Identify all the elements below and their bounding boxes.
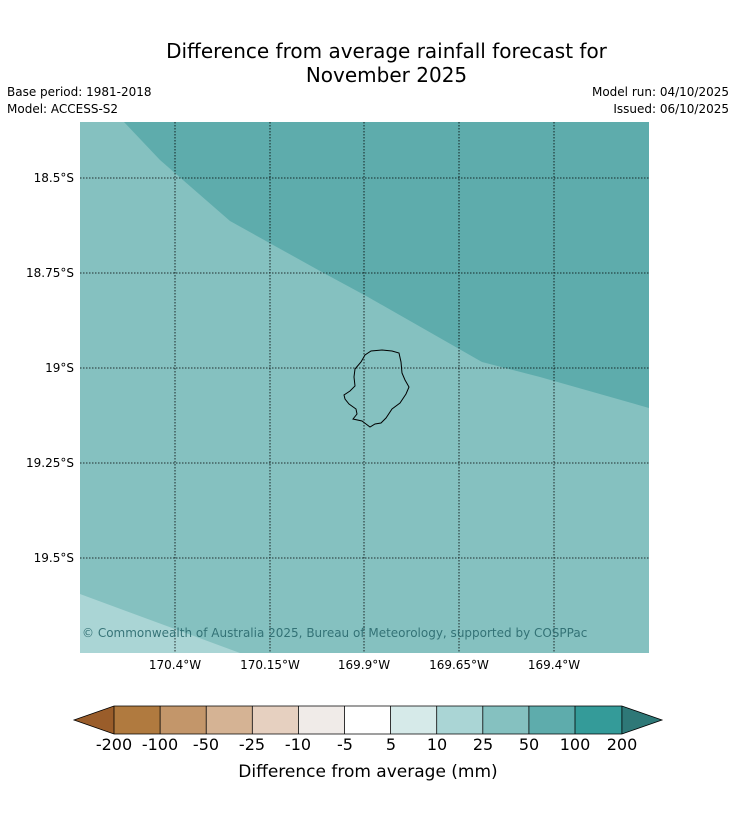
- colorbar-segment-1: [114, 706, 161, 734]
- colorbar-tick-minus-10: -10: [284, 735, 312, 754]
- colorbar-tick-100: 100: [559, 735, 591, 754]
- model-text: Model: ACCESS-S2: [7, 102, 119, 116]
- band-50-100-region: [124, 122, 649, 408]
- colorbar-segment-4: [252, 706, 299, 734]
- colorbar-extend-low: [74, 706, 114, 734]
- colorbar-segment-11: [575, 706, 622, 734]
- lat-label-18-5: 18.5°S: [33, 171, 74, 185]
- issued-text: Issued: 06/10/2025: [613, 102, 729, 116]
- lon-label-169-9: 169.9°W: [337, 658, 391, 672]
- lat-label-18-75: 18.75°S: [26, 266, 74, 280]
- colorbar-segment-5: [298, 706, 345, 734]
- colorbar-tick-200: 200: [606, 735, 638, 754]
- lat-label-19-5: 19.5°S: [33, 551, 74, 565]
- colorbar-tick-25: 25: [472, 735, 494, 754]
- colorbar-segment-2: [160, 706, 207, 734]
- colorbar-tick-minus-100: -100: [141, 735, 179, 754]
- colorbar-segment-9: [482, 706, 529, 734]
- base-period-text: Base period: 1981-2018: [7, 85, 152, 99]
- chart-title-line1: Difference from average rainfall forecas…: [166, 39, 607, 63]
- lat-label-19-25: 19.25°S: [26, 456, 74, 470]
- lat-label-19: 19°S: [45, 361, 74, 375]
- island-coastline: [343, 349, 410, 428]
- colorbar-segment-7: [390, 706, 437, 734]
- band-10-25-region: [80, 594, 240, 653]
- colorbar-segment-3: [206, 706, 253, 734]
- colorbar-tick-10: 10: [426, 735, 448, 754]
- graticule: [80, 122, 649, 653]
- copyright-text: © Commonwealth of Australia 2025, Bureau…: [82, 626, 588, 640]
- colorbar-tick-minus-25: -25: [238, 735, 266, 754]
- colorbar-tick-minus-200: -200: [95, 735, 133, 754]
- colorbar-segment-6: [344, 706, 391, 734]
- colorbar-tick-50: 50: [518, 735, 540, 754]
- colorbar-dividers: [113, 706, 623, 734]
- colorbar-extend-high: [621, 706, 662, 734]
- colorbar-tick-5: 5: [385, 735, 397, 754]
- colorbar-label: Difference from average (mm): [238, 762, 498, 782]
- lon-label-169-65: 169.65°W: [429, 658, 489, 672]
- colorbar-segment-8: [436, 706, 483, 734]
- model-run-text: Model run: 04/10/2025: [591, 85, 729, 99]
- chart-title-line2: November 2025: [305, 63, 468, 87]
- lon-label-170-4: 170.4°W: [148, 658, 202, 672]
- lon-label-170-15: 170.15°W: [240, 658, 300, 672]
- colorbar-segment-10: [528, 706, 575, 734]
- colorbar-tick-minus-50: -50: [192, 735, 220, 754]
- lon-label-169-4: 169.4°W: [527, 658, 581, 672]
- colorbar-tick-minus-5: -5: [337, 735, 353, 754]
